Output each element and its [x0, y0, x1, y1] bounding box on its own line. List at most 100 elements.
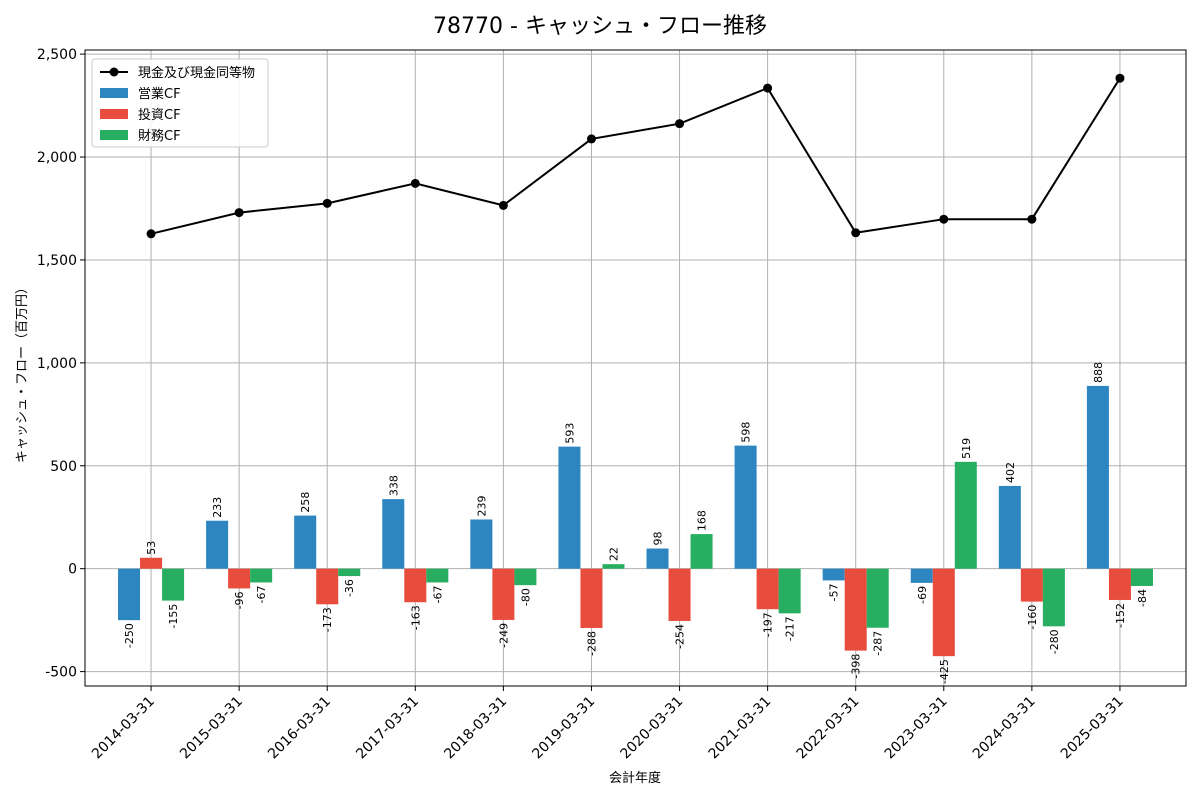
bar: [118, 568, 141, 621]
y-tick-label: 1,500: [37, 253, 77, 269]
bar: [844, 568, 867, 651]
line-point: [234, 208, 244, 218]
bar: [668, 568, 691, 621]
bar-labels: -250 233 258 338 239 593 98 598 -57 -69 402 888 53 -9…: [123, 362, 1149, 684]
bar-label: -280: [1048, 629, 1061, 654]
legend-entry: 投資CF: [138, 107, 181, 123]
line-point: [146, 229, 156, 239]
bar-label: -217: [784, 616, 797, 641]
y-tick-label: -500: [45, 665, 77, 681]
bar: [514, 568, 537, 586]
bar-label: -173: [321, 607, 334, 632]
bar-label: -57: [828, 583, 841, 601]
bar-label: -288: [585, 631, 598, 656]
bar: [250, 568, 273, 583]
x-tick-label: 2021-03-31: [706, 694, 775, 763]
bar: [162, 568, 185, 601]
legend-entry: 現金及び現金同等物: [138, 65, 255, 81]
bar: [470, 519, 493, 569]
line-point: [1115, 73, 1125, 83]
y-axis-label: キャッシュ・フロー（百万円）: [15, 281, 30, 463]
bars: [118, 385, 1153, 657]
bar: [998, 485, 1021, 569]
bar-label: 168: [696, 510, 709, 531]
x-tick-label: 2022-03-31: [794, 694, 863, 763]
bar-label: 593: [563, 423, 576, 444]
bar-label: 98: [652, 532, 665, 546]
bar: [580, 568, 603, 628]
bar: [426, 568, 449, 583]
bar-label: 258: [299, 492, 312, 513]
cash-line: [146, 73, 1125, 239]
bar: [294, 515, 317, 569]
bar: [1130, 568, 1153, 586]
bar: [866, 568, 889, 628]
bar-label: -152: [1114, 603, 1127, 628]
bar-label: -36: [343, 579, 356, 597]
bar-label: -69: [916, 586, 929, 604]
bar-label: 402: [1004, 462, 1017, 483]
bar-label: -398: [850, 654, 863, 679]
bar-label: 888: [1092, 362, 1105, 383]
x-tick-label: 2023-03-31: [882, 694, 951, 763]
bar: [316, 568, 339, 605]
bar: [140, 557, 163, 569]
bar-label: 233: [211, 497, 224, 518]
line-point: [851, 228, 861, 238]
bar-label: 519: [960, 438, 973, 459]
line-point: [675, 119, 685, 129]
x-axis-label: 会計年度: [609, 770, 661, 786]
bar: [1020, 568, 1043, 602]
line-point: [939, 214, 949, 224]
plot-frame: [84, 49, 1187, 687]
bar: [1108, 568, 1131, 600]
bar-label: -67: [431, 585, 444, 603]
bar-label: -80: [519, 588, 532, 606]
bar: [822, 568, 845, 581]
legend-box: [91, 58, 269, 148]
line-point: [498, 200, 508, 210]
bar-label: -249: [497, 623, 510, 648]
legend-swatch: [100, 88, 128, 98]
bar: [404, 568, 427, 603]
bar: [690, 534, 713, 569]
y-tick-label: 2,500: [37, 47, 77, 63]
bar: [228, 568, 251, 589]
legend-entry: 営業CF: [138, 86, 181, 102]
y-tick-label: 2,000: [37, 150, 77, 166]
y-tick-label: 0: [68, 562, 77, 578]
bar-label: -163: [409, 605, 422, 630]
legend-swatch-marker: [109, 67, 119, 77]
x-tick-label: 2015-03-31: [177, 694, 246, 763]
bar: [954, 461, 977, 569]
x-tick-label: 2020-03-31: [618, 694, 687, 763]
axes: -500 0 500 1,000 1,500 2,000 2,500 2014-03-31 20…: [37, 47, 1127, 762]
bar: [382, 499, 405, 569]
x-tick-label: 2016-03-31: [265, 694, 334, 763]
x-tick-label: 2017-03-31: [353, 694, 422, 763]
series-line: [150, 77, 1121, 235]
bar-label: -67: [255, 585, 268, 603]
bar: [602, 564, 625, 569]
x-tick-label: 2025-03-31: [1058, 694, 1127, 763]
bar: [338, 568, 361, 577]
line-point: [586, 134, 596, 144]
bar-label: 598: [740, 422, 753, 443]
bar: [558, 446, 581, 569]
bar-label: -155: [167, 604, 180, 629]
bar-label: -287: [872, 631, 885, 656]
line-point: [763, 83, 773, 93]
bar-label: -254: [674, 624, 687, 649]
bar-label: 338: [387, 475, 400, 496]
bar-label: -425: [938, 659, 951, 684]
line-point: [410, 178, 420, 188]
bar: [932, 568, 955, 657]
legend-swatch: [100, 130, 128, 140]
bar: [206, 520, 229, 569]
bar: [910, 568, 933, 583]
chart-title: 78770 - キャッシュ・フロー推移: [433, 14, 767, 39]
bar: [734, 445, 757, 569]
bar: [756, 568, 779, 610]
